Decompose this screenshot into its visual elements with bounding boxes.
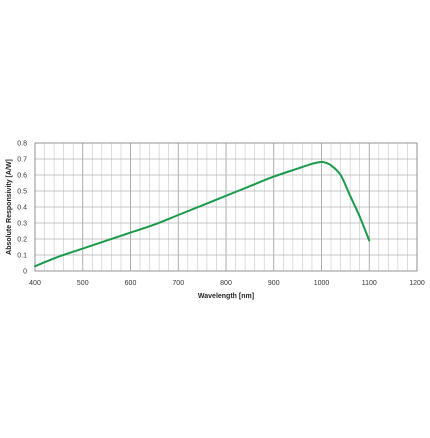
x-tick-label-6: 1000 bbox=[314, 280, 330, 287]
x-tick-label-1: 500 bbox=[77, 280, 89, 287]
x-tick-label-4: 800 bbox=[220, 280, 232, 287]
plot-frame bbox=[34, 142, 418, 272]
x-tick-label-0: 400 bbox=[29, 280, 41, 287]
series bbox=[34, 160, 371, 268]
y-tick-label-1: 0.1 bbox=[17, 253, 27, 260]
x-axis-title: Wavelength [nm] bbox=[198, 293, 254, 300]
y-tick-label-5: 0.5 bbox=[17, 189, 27, 196]
y-tick-label-4: 0.4 bbox=[17, 205, 27, 212]
y-tick-label-6: 0.6 bbox=[17, 173, 27, 180]
y-tick-label-3: 0.3 bbox=[17, 221, 27, 228]
y-tick-label-7: 0.7 bbox=[17, 157, 27, 164]
x-tick-label-2: 600 bbox=[125, 280, 137, 287]
tick-labels: 400 500 600 700 800 900 1000 1100 1200 0 0.1 0.2 0.3… bbox=[17, 141, 425, 288]
axes bbox=[34, 142, 418, 272]
x-tick-label-5: 900 bbox=[268, 280, 280, 287]
y-tick-label-2: 0.2 bbox=[17, 237, 27, 244]
grid bbox=[34, 142, 418, 272]
y-tick-label-0: 0 bbox=[23, 269, 27, 276]
y-tick-label-8: 0.8 bbox=[17, 141, 27, 148]
x-tick-label-3: 700 bbox=[172, 280, 184, 287]
x-tick-label-7: 1100 bbox=[362, 280, 377, 287]
series-line-0 bbox=[34, 160, 371, 268]
x-tick-label-8: 1200 bbox=[409, 280, 425, 287]
y-axis-title: Absolute Responsivity [A/W] bbox=[6, 159, 13, 255]
